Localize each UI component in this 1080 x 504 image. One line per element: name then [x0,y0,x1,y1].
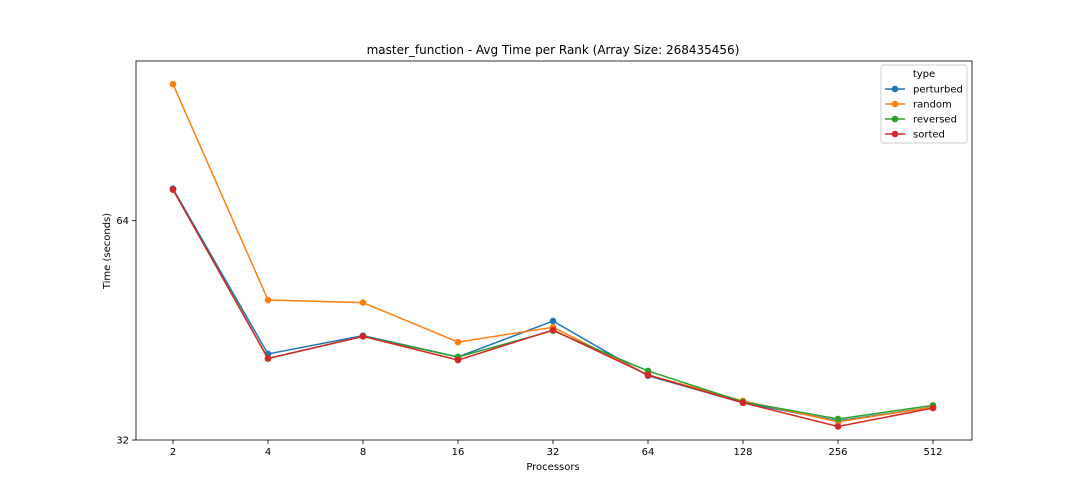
series-line-random [173,84,933,422]
point-sorted-16 [455,357,462,364]
series-line-sorted [173,190,933,427]
series-reversed [170,186,937,422]
legend-label-perturbed: perturbed [913,85,963,96]
series-layer [170,81,937,430]
series-perturbed [170,185,937,424]
point-sorted-8 [360,333,367,340]
x-tick-label-4: 4 [265,447,271,458]
x-axis: 2 4 8 16 32 64 128 256 512 [170,440,943,458]
point-sorted-128 [740,399,747,406]
point-reversed-256 [835,416,842,423]
y-axis-label: Time (seconds) [102,213,113,290]
legend-title: type [913,69,935,80]
point-sorted-32 [550,327,557,334]
chart-title: master_function - Avg Time per Rank (Arr… [367,43,740,57]
legend-marker-random [892,101,899,108]
legend: type perturbed random reversed sorted [881,65,967,143]
point-random-8 [360,299,367,306]
legend-marker-reversed [892,116,899,123]
x-tick-label-256: 256 [828,447,847,458]
series-line-perturbed [173,189,933,421]
point-sorted-512 [930,405,937,412]
series-line-reversed [173,190,933,419]
x-tick-label-128: 128 [733,447,752,458]
point-sorted-64 [645,372,652,379]
legend-label-sorted: sorted [913,130,945,141]
legend-marker-perturbed [892,86,899,93]
legend-label-random: random [913,100,952,111]
point-sorted-2 [170,186,177,193]
series-sorted [170,186,937,429]
plot-area [136,61,972,440]
x-tick-label-8: 8 [360,447,366,458]
point-random-16 [455,339,462,346]
point-random-2 [170,81,177,88]
y-tick-label-64: 64 [116,216,129,227]
point-perturbed-32 [550,318,557,325]
legend-label-reversed: reversed [913,115,957,126]
legend-marker-sorted [892,131,899,138]
point-sorted-4 [265,355,272,362]
series-random [170,81,937,425]
x-tick-label-16: 16 [452,447,465,458]
x-tick-label-32: 32 [547,447,560,458]
x-tick-label-512: 512 [923,447,942,458]
x-tick-label-64: 64 [642,447,655,458]
point-sorted-256 [835,423,842,430]
y-axis: 32 64 [116,216,136,446]
y-tick-label-32: 32 [116,436,129,447]
x-axis-label: Processors [526,462,579,473]
point-random-4 [265,297,272,304]
x-tick-label-2: 2 [170,447,176,458]
